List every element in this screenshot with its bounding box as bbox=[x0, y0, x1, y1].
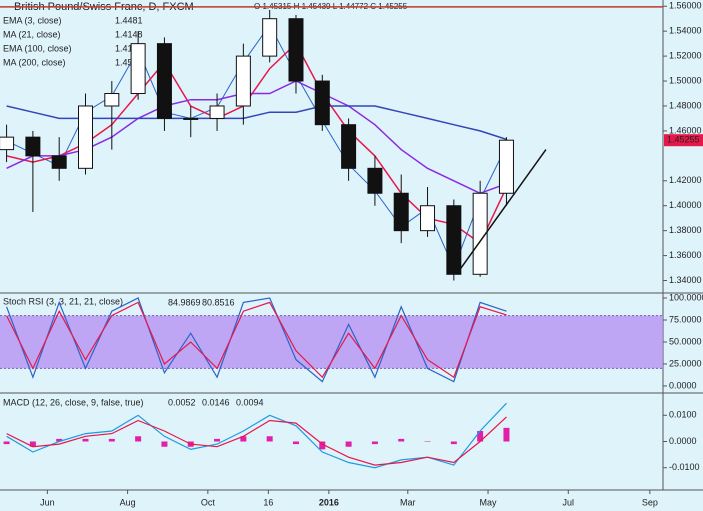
candle-body bbox=[367, 167, 383, 194]
histogram-bar bbox=[450, 441, 457, 445]
y-tick-label: 0.0000 bbox=[669, 436, 697, 446]
histogram-bar bbox=[371, 441, 378, 445]
candle-body bbox=[314, 80, 330, 126]
x-tick-label: Sep bbox=[642, 497, 658, 507]
candle-body bbox=[156, 43, 172, 119]
readout-value: 0.0052 bbox=[168, 397, 196, 407]
y-tick-label: 50.0000 bbox=[669, 336, 702, 346]
x-tick-label: Oct bbox=[201, 497, 216, 507]
indicator-label: MA (200, close) bbox=[3, 57, 66, 67]
readout-value: 84.9869 bbox=[168, 297, 201, 307]
y-tick-label: 1.56000 bbox=[669, 1, 702, 11]
y-tick-label: 1.46000 bbox=[669, 125, 702, 135]
histogram-bar bbox=[3, 441, 10, 445]
histogram-bar bbox=[292, 441, 299, 445]
candle-body bbox=[104, 93, 120, 107]
candle-body bbox=[262, 18, 278, 57]
indicator-value: 1.4481 bbox=[115, 15, 143, 25]
last-price-box bbox=[664, 134, 703, 147]
histogram-bar bbox=[266, 436, 273, 442]
y-tick-label: 1.34000 bbox=[669, 275, 702, 285]
indicator-value: 1.4532 bbox=[115, 57, 143, 67]
x-tick-label: 2016 bbox=[319, 497, 339, 507]
histogram-bar bbox=[424, 441, 431, 442]
candle-body bbox=[209, 105, 225, 119]
x-tick-label: 16 bbox=[263, 497, 273, 507]
histogram-bar bbox=[240, 436, 247, 442]
panel-title: Stoch RSI (3, 3, 21, 21, close) bbox=[3, 296, 123, 306]
histogram-bar bbox=[161, 441, 168, 447]
panel-title: MACD (12, 26, close, 9, false, true) bbox=[3, 397, 144, 407]
candle-body bbox=[393, 192, 409, 232]
histogram-bar bbox=[135, 436, 142, 442]
y-tick-label: 0.0100 bbox=[669, 410, 697, 420]
histogram-bar bbox=[214, 438, 221, 442]
y-tick-label: 0.0000 bbox=[669, 380, 697, 390]
y-tick-label: 1.42000 bbox=[669, 175, 702, 185]
histogram-bar bbox=[29, 441, 36, 447]
histogram-bar bbox=[503, 427, 510, 442]
last-price-label: 1.45255 bbox=[667, 135, 700, 145]
y-tick-label: 1.50000 bbox=[669, 75, 702, 85]
indicator-line bbox=[6, 416, 507, 466]
histogram-bar bbox=[477, 431, 484, 442]
x-tick-label: Jun bbox=[40, 497, 55, 507]
x-tick-label: May bbox=[480, 497, 498, 507]
candle-body bbox=[130, 43, 146, 95]
candle-body bbox=[51, 155, 67, 169]
indicator-label: EMA (3, close) bbox=[3, 15, 62, 25]
histogram-bar bbox=[398, 438, 405, 442]
indicator-line bbox=[6, 297, 507, 383]
candle-body bbox=[78, 105, 94, 169]
readout-value: 80.8516 bbox=[202, 297, 235, 307]
histogram-bar bbox=[108, 438, 115, 442]
trend-line bbox=[455, 149, 547, 275]
indicator-label: MA (21, close) bbox=[3, 29, 61, 39]
candle-body bbox=[341, 124, 357, 169]
y-tick-label: 1.40000 bbox=[669, 200, 702, 210]
y-tick-label: 1.38000 bbox=[669, 225, 702, 235]
candle-body bbox=[183, 117, 199, 120]
y-tick-label: 1.52000 bbox=[669, 50, 702, 60]
candle-body bbox=[420, 205, 436, 232]
indicator-value: 1.4148 bbox=[115, 29, 143, 39]
readout-value: 0.0146 bbox=[202, 397, 230, 407]
y-tick-label: 75.0000 bbox=[669, 314, 702, 324]
y-tick-label: -0.0100 bbox=[669, 462, 700, 472]
y-tick-label: 100.0000 bbox=[669, 292, 703, 302]
indicator-line bbox=[6, 301, 507, 379]
candle-body bbox=[235, 55, 251, 107]
candle-body bbox=[498, 139, 514, 194]
histogram-bar bbox=[345, 441, 352, 447]
x-tick-label: Jul bbox=[563, 497, 575, 507]
candle-body bbox=[446, 205, 462, 275]
candle-body bbox=[0, 136, 15, 151]
band bbox=[0, 315, 663, 369]
readout-value: 0.0094 bbox=[236, 397, 264, 407]
y-tick-label: 1.48000 bbox=[669, 100, 702, 110]
indicator-value: 1.4177 bbox=[115, 43, 143, 53]
y-tick-label: 25.0000 bbox=[669, 358, 702, 368]
histogram-bar bbox=[82, 438, 89, 442]
indicator-label: EMA (100, close) bbox=[3, 43, 72, 53]
x-tick-label: Aug bbox=[120, 497, 136, 507]
candle-body bbox=[25, 136, 41, 157]
histogram-bar bbox=[319, 441, 326, 450]
y-tick-label: 1.54000 bbox=[669, 26, 702, 36]
candle-body bbox=[288, 18, 304, 82]
candle-body bbox=[472, 192, 488, 275]
histogram-bar bbox=[56, 438, 63, 442]
y-tick-label: 1.36000 bbox=[669, 250, 702, 260]
x-tick-label: Mar bbox=[400, 497, 416, 507]
